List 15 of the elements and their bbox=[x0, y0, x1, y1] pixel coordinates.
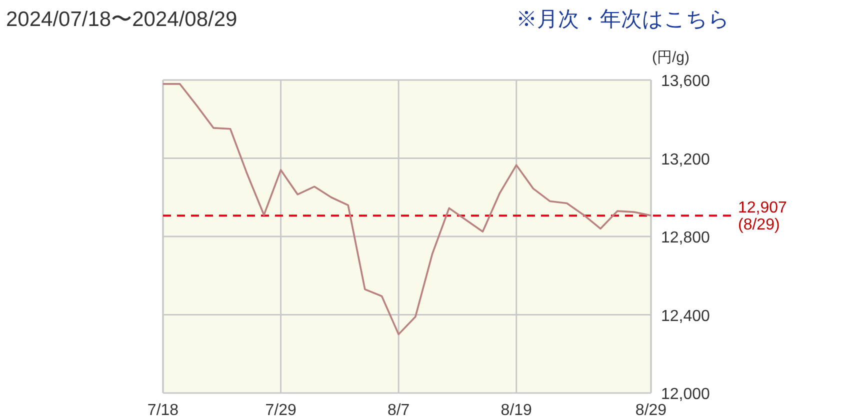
y-axis-title: (円/g) bbox=[652, 49, 690, 66]
line-series bbox=[162, 83, 652, 336]
ref-line-label: 12,907 (8/29) bbox=[738, 200, 788, 234]
x-tick-label: 7/18 bbox=[147, 402, 179, 419]
x-tick-label: 8/7 bbox=[387, 402, 410, 419]
x-tick-label: 8/29 bbox=[635, 402, 667, 419]
y-tick-label: 12,400 bbox=[661, 308, 710, 325]
y-tick-label: 13,200 bbox=[661, 151, 710, 168]
chart-title: 2024/07/18〜2024/08/29 bbox=[6, 8, 238, 31]
y-tick-label: 12,800 bbox=[661, 230, 710, 246]
text: ※月次・年次はこちら bbox=[516, 8, 730, 31]
x-tick-label: 7/29 bbox=[265, 402, 296, 419]
y-tick-label: 12,000 bbox=[661, 386, 710, 403]
y-tick-label: 13,600 bbox=[661, 73, 710, 90]
x-tick-label: 8/19 bbox=[500, 402, 532, 419]
